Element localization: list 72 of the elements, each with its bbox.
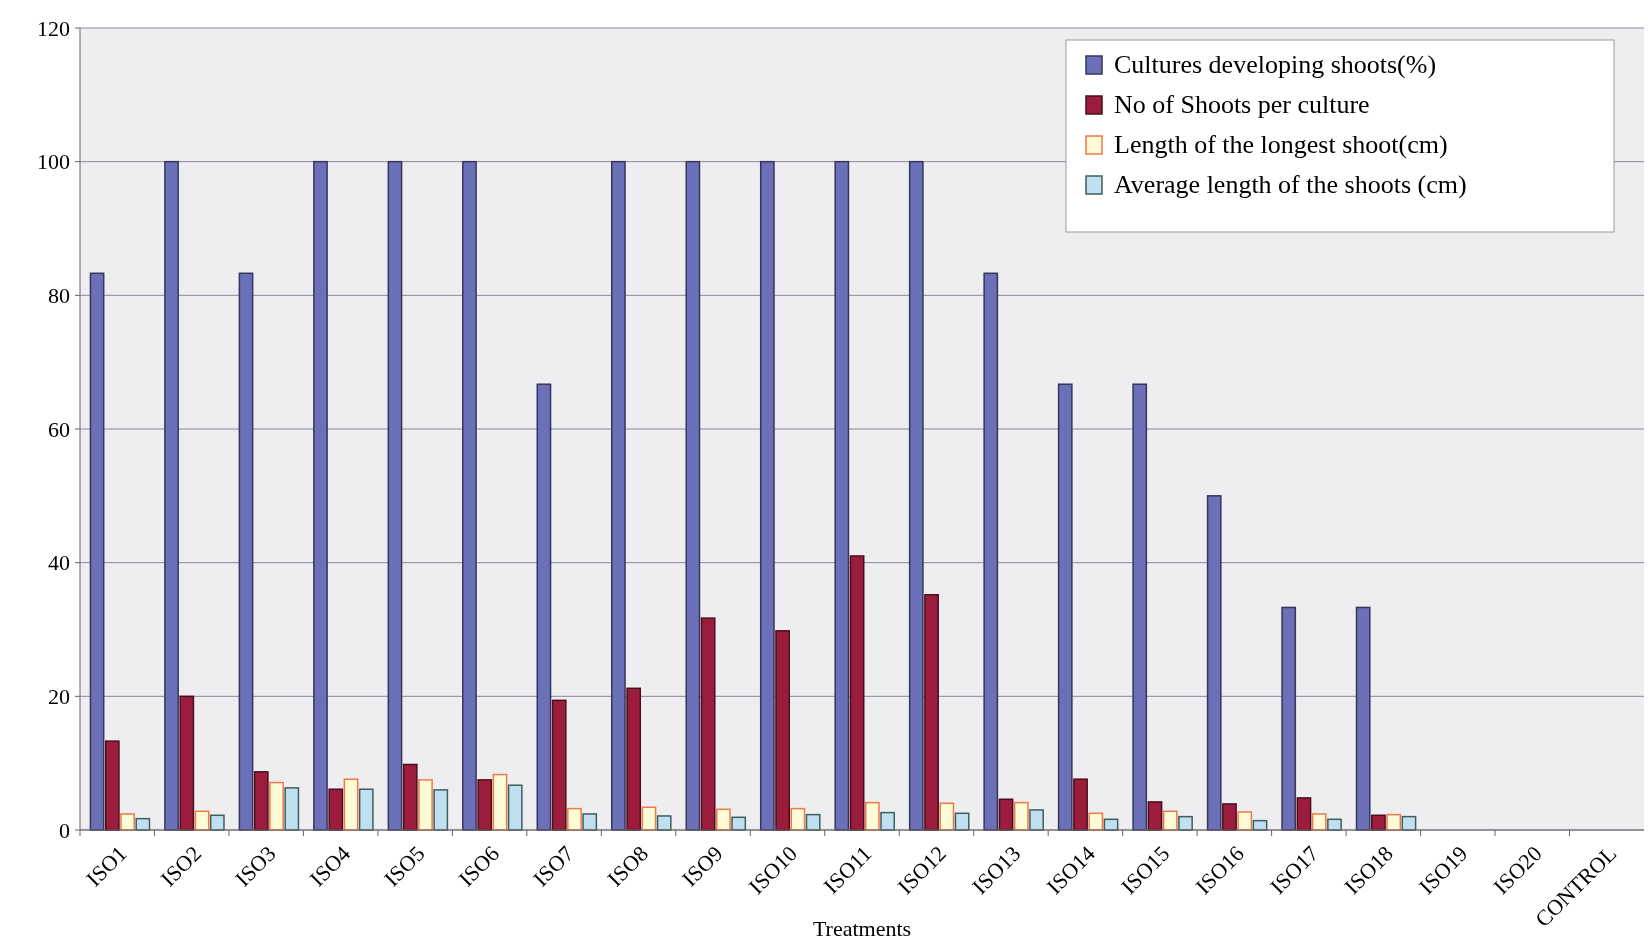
bar (507, 784, 523, 831)
bar (700, 617, 716, 831)
bar (253, 771, 269, 831)
bar (551, 699, 567, 831)
bar (1073, 778, 1088, 831)
bar (1311, 813, 1327, 831)
bar (269, 781, 284, 831)
bar (1013, 801, 1029, 831)
bar (1296, 797, 1312, 831)
bar (611, 160, 626, 831)
bar (790, 807, 806, 831)
bar (805, 813, 821, 831)
legend-label: No of Shoots per culture (1114, 90, 1370, 120)
bar (418, 779, 433, 831)
bar (775, 630, 790, 831)
bar (358, 788, 374, 831)
bar (1237, 811, 1253, 831)
bar (1088, 812, 1104, 831)
bar (1147, 801, 1163, 831)
bar (1057, 383, 1073, 831)
bar (834, 160, 850, 831)
bar (849, 555, 865, 831)
bar (924, 594, 939, 831)
x-axis-title: Treatments (812, 916, 912, 941)
bar (343, 778, 359, 831)
bar (313, 160, 328, 831)
bar (1355, 606, 1371, 831)
bar (387, 160, 403, 831)
bar (880, 811, 896, 831)
bar (89, 272, 105, 831)
bar (1386, 813, 1402, 831)
y-tick-label: 80 (48, 283, 70, 309)
y-tick-label: 120 (37, 15, 70, 41)
bar (536, 383, 552, 831)
bar (685, 160, 701, 831)
bar (492, 773, 508, 831)
bar (120, 813, 135, 831)
legend-label: Length of the longest shoot(cm) (1114, 130, 1448, 160)
bar (164, 160, 179, 831)
bar (477, 779, 493, 831)
y-tick-label: 40 (48, 550, 70, 576)
bar (1206, 495, 1222, 831)
bar (1162, 810, 1178, 831)
bar (864, 801, 880, 831)
y-tick-label: 60 (48, 416, 70, 442)
bar (908, 160, 924, 831)
bar (582, 813, 598, 831)
bar (1132, 383, 1148, 831)
bar (1281, 606, 1297, 831)
bar (1029, 809, 1044, 831)
bar (567, 807, 582, 831)
y-tick-label: 0 (59, 817, 70, 843)
bar (626, 687, 642, 831)
y-tick-label: 20 (48, 684, 70, 710)
bar (433, 789, 449, 831)
bar (104, 740, 120, 831)
bar (462, 160, 477, 831)
bar (1178, 815, 1193, 831)
bar (179, 695, 195, 831)
bar (656, 815, 672, 831)
bar (983, 272, 999, 831)
bar (939, 802, 955, 831)
bar (328, 788, 344, 831)
bar (238, 272, 254, 831)
bar (284, 787, 300, 831)
bar (402, 763, 418, 831)
legend-label: Average length of the shoots (cm) (1114, 170, 1467, 200)
bar (759, 160, 775, 831)
y-tick-label: 100 (37, 149, 70, 175)
legend-label: Cultures developing shoots(%) (1114, 50, 1437, 80)
bar (716, 808, 731, 831)
bar (1222, 803, 1237, 831)
